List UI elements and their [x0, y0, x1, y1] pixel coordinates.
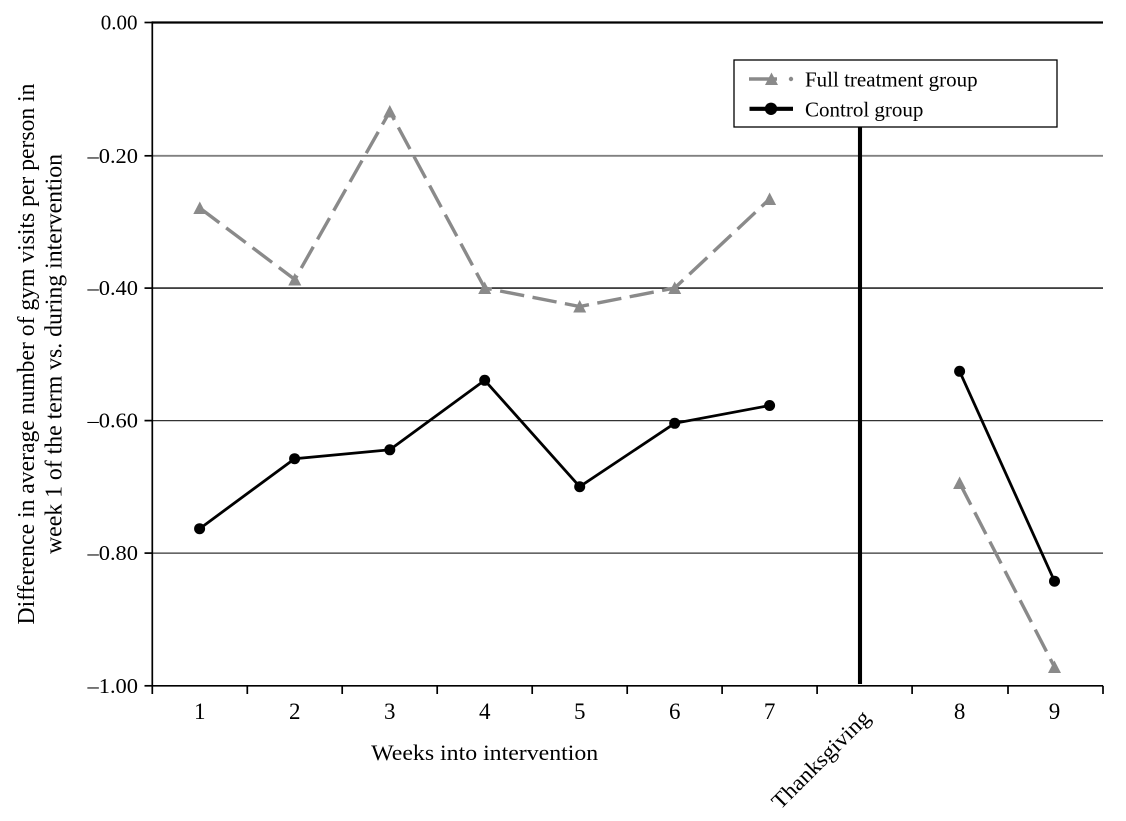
svg-text:–0.40: –0.40	[86, 276, 138, 300]
svg-text:–0.60: –0.60	[86, 409, 138, 433]
svg-text:Full treatment group: Full treatment group	[805, 68, 978, 92]
svg-text:8: 8	[954, 699, 966, 724]
svg-text:–0.80: –0.80	[86, 541, 138, 565]
svg-text:1: 1	[194, 699, 206, 724]
svg-text:4: 4	[479, 699, 491, 724]
svg-text:week 1 of the term vs. during: week 1 of the term vs. during interventi…	[42, 154, 68, 554]
svg-text:7: 7	[764, 699, 776, 724]
svg-text:Difference in average number o: Difference in average number of gym visi…	[14, 84, 40, 625]
svg-text:3: 3	[384, 699, 396, 724]
svg-text:2: 2	[289, 699, 301, 724]
svg-text:5: 5	[574, 699, 586, 724]
svg-text:9: 9	[1049, 699, 1061, 724]
svg-text:0.00: 0.00	[101, 11, 138, 35]
svg-text:Weeks into intervention: Weeks into intervention	[371, 740, 598, 765]
svg-text:–0.20: –0.20	[86, 144, 138, 168]
svg-text:Control group: Control group	[805, 97, 923, 121]
svg-text:–1.00: –1.00	[86, 674, 138, 698]
svg-text:6: 6	[669, 699, 681, 724]
